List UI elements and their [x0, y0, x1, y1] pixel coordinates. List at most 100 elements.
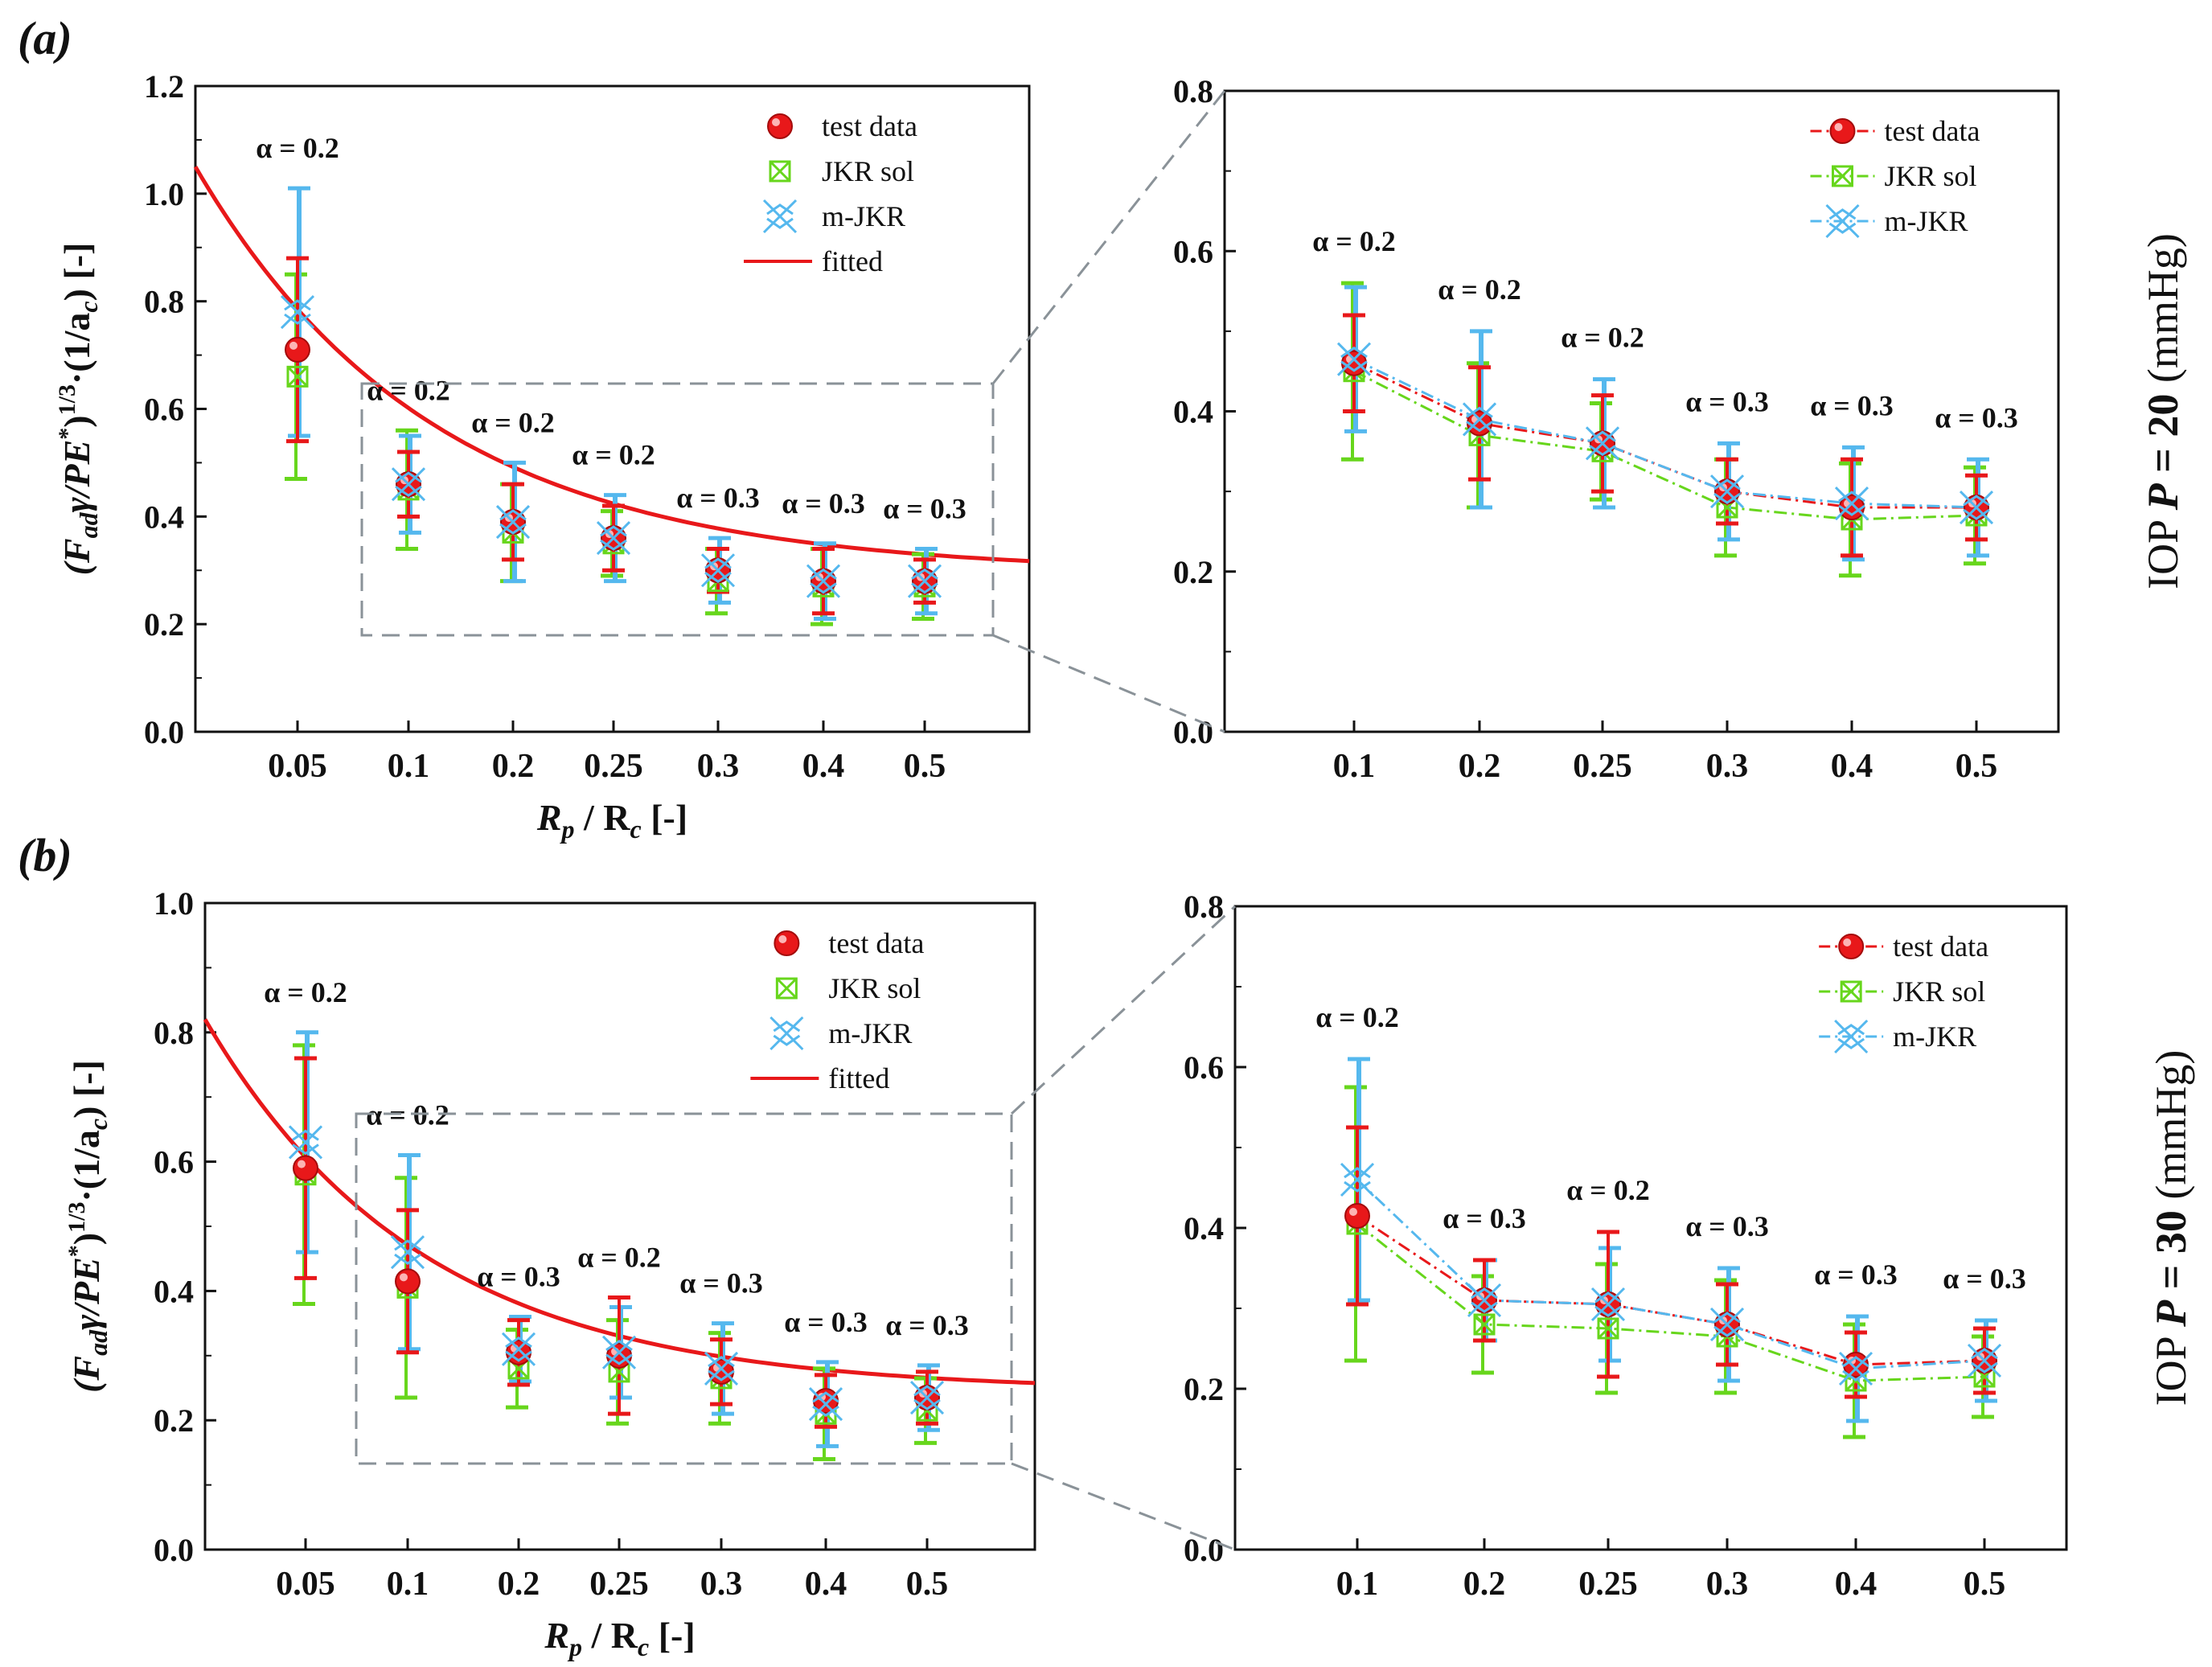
- zoom-box-a-main: [360, 382, 995, 637]
- point-a-zoom-2-0: [1336, 342, 1372, 376]
- legend-marker-1-1: [1831, 165, 1853, 187]
- annotation-a-zoom-2: α = 0.2: [1561, 322, 1644, 354]
- ytick-label-a-zoom-2: 0.4: [1173, 394, 1213, 430]
- annotation-b-zoom-4: α = 0.3: [1814, 1258, 1898, 1291]
- zoom-connector-3: [1011, 1462, 1236, 1551]
- legend-marker-2-0-highlight: [778, 935, 787, 943]
- fitted-curve-a-main: [193, 166, 1030, 564]
- annotation-a-main-0: α = 0.2: [256, 132, 339, 164]
- legend-marker-3-1: [1840, 980, 1862, 1003]
- xtick-label-b-main-3: 0.25: [589, 1566, 649, 1603]
- ytick-label-b-main-5: 1.0: [154, 885, 194, 922]
- series-line-b-zoom-1: [1356, 1222, 1985, 1382]
- point-a-zoom-2-4: [1834, 487, 1869, 521]
- point-b-zoom-2-3: [1709, 1307, 1745, 1342]
- xtick-label-a-zoom-1: 0.2: [1459, 748, 1501, 785]
- legend-marker-0-0-highlight: [772, 118, 781, 126]
- annotation-a-zoom-3: α = 0.3: [1685, 385, 1769, 417]
- ytick-label-a-zoom-4: 0.8: [1173, 73, 1213, 109]
- annotation-b-main-2: α = 0.3: [477, 1261, 560, 1293]
- zoom-connector-2: [1010, 905, 1237, 1115]
- point-b-main-2-5: [808, 1387, 843, 1422]
- xtick-label-b-main-2: 0.2: [498, 1566, 540, 1603]
- xtick-label-b-main-6: 0.5: [906, 1566, 949, 1603]
- point-a-zoom-2-5: [1959, 490, 1994, 525]
- legend-label-1-0: test data: [1884, 115, 1980, 147]
- yaxis-label-a-main: (Fadγ/PE*)1/3·(1/ac) [-]: [54, 243, 103, 576]
- xtick-label-a-main-4: 0.3: [697, 748, 740, 785]
- chart-b-main: 0.0 0.2 0.4 0.6 0.8 1.0 0.05 0.1 0.2 0.25 0.3 0.4 0.…: [64, 885, 1036, 1661]
- xtick-label-a-zoom-3: 0.3: [1706, 748, 1749, 785]
- point-a-main-2-4: [700, 553, 736, 588]
- point-b-main-2-1: [390, 1235, 425, 1270]
- point-b-zoom-2-4: [1838, 1351, 1873, 1386]
- point-b-zoom-2-1: [1467, 1283, 1502, 1318]
- legend-marker-2-0: [774, 930, 800, 956]
- ytick-label-a-main-2: 0.4: [144, 499, 184, 535]
- point-b-zoom-1-2: [1597, 1317, 1619, 1340]
- legend-label-2-2: m-JKR: [828, 1017, 912, 1049]
- series-line-b-zoom-2: [1356, 1178, 1985, 1370]
- point-a-main-2-1: [391, 467, 426, 502]
- point-a-main-2-2: [495, 504, 531, 540]
- annotation-b-main-4: α = 0.3: [679, 1267, 763, 1300]
- ytick-label-a-zoom-1: 0.2: [1173, 554, 1213, 590]
- ytick-label-b-zoom-3: 0.6: [1184, 1049, 1224, 1086]
- xtick-label-b-zoom-0: 0.1: [1336, 1566, 1379, 1603]
- xtick-label-a-zoom-5: 0.5: [1956, 748, 1998, 785]
- xtick-label-a-zoom-0: 0.1: [1333, 748, 1376, 785]
- annotation-a-main-1: α = 0.2: [367, 374, 450, 406]
- xtick-label-b-zoom-1: 0.2: [1463, 1566, 1506, 1603]
- side-label-a-zoom: IOP P = 20 (mmHg): [2139, 233, 2187, 589]
- point-a-zoom-2-1: [1462, 402, 1497, 437]
- ytick-label-a-main-1: 0.2: [144, 606, 184, 643]
- point-b-main-0-1-highlight: [400, 1273, 408, 1282]
- xtick-label-a-main-1: 0.1: [388, 748, 430, 785]
- chart-a-zoom: 0.0 0.2 0.4 0.6 0.8 0.1 0.2 0.25 0.3 0.4 0.5 α = 0.…: [1173, 73, 2187, 785]
- point-b-main-2-2: [501, 1332, 536, 1366]
- annotation-a-main-4: α = 0.3: [676, 482, 760, 514]
- point-a-main-0-0-highlight: [289, 341, 298, 350]
- panel-label-a-main: (a): [18, 12, 72, 64]
- zoom-connector-1: [992, 634, 1225, 733]
- side-label-b-zoom: IOP P = 30 (mmHg): [2147, 1050, 2195, 1406]
- point-a-zoom-2-2: [1585, 426, 1620, 461]
- ytick-label-a-main-3: 0.6: [144, 392, 184, 428]
- annotation-a-zoom-4: α = 0.3: [1810, 389, 1894, 421]
- ytick-label-b-main-0: 0.0: [154, 1532, 194, 1568]
- xtick-label-b-zoom-4: 0.4: [1835, 1566, 1878, 1603]
- point-b-main-2-0: [288, 1125, 323, 1160]
- legend-marker-2-2: [769, 1016, 804, 1051]
- annotation-a-main-3: α = 0.2: [572, 439, 655, 471]
- ytick-label-a-main-5: 1.0: [144, 176, 184, 212]
- annotation-a-zoom-1: α = 0.2: [1438, 273, 1521, 306]
- legend-marker-3-2: [1834, 1019, 1869, 1054]
- annotation-a-zoom-5: α = 0.3: [1935, 401, 2018, 433]
- xtick-label-b-main-1: 0.1: [387, 1566, 429, 1603]
- series-line-a-zoom-0: [1353, 362, 1976, 509]
- annotation-b-main-1: α = 0.2: [366, 1099, 449, 1131]
- annotation-a-main-6: α = 0.3: [883, 492, 966, 524]
- ytick-label-a-main-4: 0.8: [144, 284, 184, 320]
- point-b-zoom-0-0-highlight: [1349, 1208, 1357, 1216]
- legend-marker-0-0: [767, 113, 794, 139]
- xtick-label-a-main-3: 0.25: [584, 748, 643, 785]
- chart-a-main: 0.0 0.2 0.4 0.6 0.8 1.0 1.2 0.05 0.1 0.2 0.25 0.3 0.…: [54, 68, 1031, 844]
- legend-label-fitted-0: fitted: [822, 245, 883, 277]
- ytick-label-b-zoom-4: 0.8: [1184, 889, 1224, 925]
- legend-label-0-1: JKR sol: [822, 155, 914, 187]
- ytick-label-b-main-1: 0.2: [154, 1402, 194, 1439]
- legend-label-fitted-2: fitted: [828, 1062, 889, 1094]
- ytick-label-a-zoom-0: 0.0: [1173, 714, 1213, 750]
- annotation-b-main-6: α = 0.3: [885, 1309, 969, 1341]
- xtick-label-a-zoom-4: 0.4: [1831, 748, 1873, 785]
- xtick-label-b-zoom-2: 0.25: [1578, 1566, 1638, 1603]
- point-b-zoom-2-5: [1967, 1343, 2002, 1378]
- legend-marker-3-0-highlight: [1843, 938, 1852, 946]
- point-b-zoom-2-0: [1340, 1162, 1375, 1197]
- annotation-a-main-5: α = 0.3: [782, 487, 865, 519]
- annotation-b-main-3: α = 0.2: [577, 1241, 661, 1273]
- ytick-label-b-main-4: 0.8: [154, 1015, 194, 1051]
- point-b-main-0-0: [293, 1155, 318, 1181]
